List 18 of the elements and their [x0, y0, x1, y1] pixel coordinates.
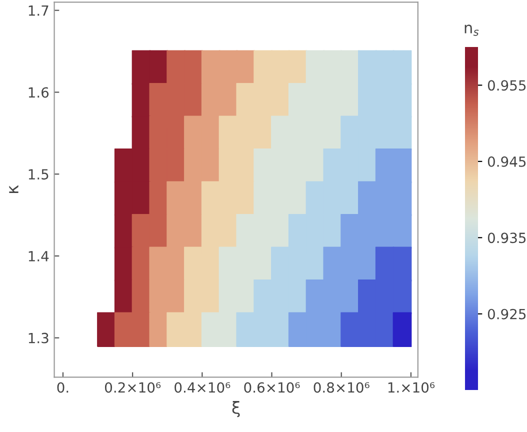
y-axis-title: κ: [9, 185, 18, 194]
color-bar-label: 0.945: [488, 156, 526, 167]
y-tick-label: 1.4: [28, 251, 49, 262]
x-tick-label: 0.8×10⁶: [314, 382, 370, 393]
x-tick-label: 0.6×10⁶: [244, 382, 300, 393]
y-tick-label: 1.5: [28, 169, 48, 180]
color-bar-label: 0.925: [488, 308, 526, 320]
x-tick-label: 0.: [57, 382, 68, 393]
color-bar-label: 0.955: [488, 80, 526, 91]
y-tick-label: 1.7: [28, 6, 48, 16]
x-tick-label: 1.×10⁶: [388, 382, 435, 393]
x-axis-title: ξ: [232, 400, 240, 418]
color-bar-title: n$_{s}$: [464, 24, 479, 36]
y-tick-label: 1.3: [28, 332, 48, 344]
x-tick-label: 0.4×10⁶: [174, 382, 230, 393]
x-tick-label: 0.2×10⁶: [105, 382, 161, 393]
color-bar-label: 0.935: [488, 232, 526, 244]
y-tick-label: 1.6: [28, 87, 49, 98]
